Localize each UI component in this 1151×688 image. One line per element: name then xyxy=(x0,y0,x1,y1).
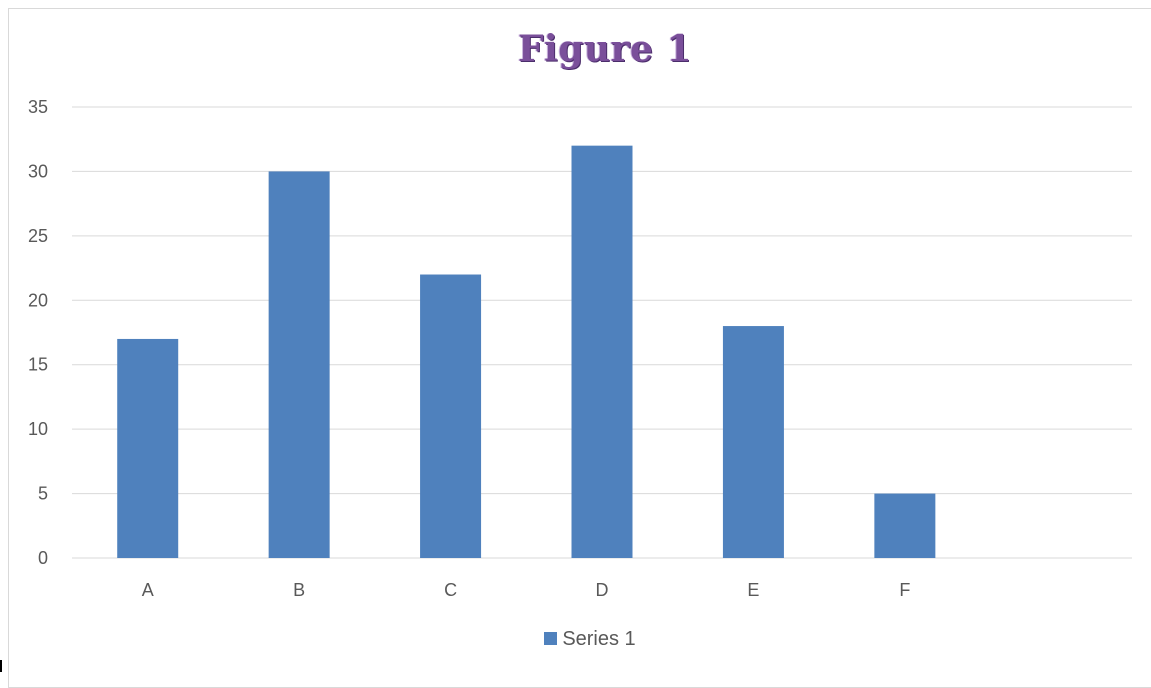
y-tick-label: 20 xyxy=(28,290,48,310)
bar-d xyxy=(571,145,633,558)
legend-swatch-series-1 xyxy=(544,632,558,645)
x-axis-tick-labels: A B C D E F xyxy=(142,580,911,600)
y-tick-label: 15 xyxy=(28,355,48,375)
bar-chart: 0 5 10 15 20 25 30 35 A B C D E F xyxy=(28,97,1132,600)
legend: Series 1 xyxy=(0,628,1151,651)
x-tick-label: D xyxy=(596,580,609,600)
x-tick-label: E xyxy=(747,580,759,600)
y-tick-label: 0 xyxy=(38,548,48,568)
y-tick-label: 10 xyxy=(28,419,48,439)
edge-mark xyxy=(0,660,2,672)
y-axis-tick-labels: 0 5 10 15 20 25 30 35 xyxy=(28,97,48,568)
x-tick-label: B xyxy=(293,580,305,600)
bar-b xyxy=(268,171,330,558)
bars xyxy=(117,145,936,558)
bar-f xyxy=(874,493,936,558)
x-tick-label: A xyxy=(142,580,154,600)
y-tick-label: 35 xyxy=(28,97,48,117)
x-tick-label: C xyxy=(444,580,457,600)
bar-e xyxy=(722,326,784,558)
legend-label-series-1: Series 1 xyxy=(562,628,636,650)
y-tick-label: 5 xyxy=(38,484,48,504)
chart-title: Figure 1 xyxy=(517,28,693,70)
y-tick-label: 25 xyxy=(28,226,48,246)
bar-c xyxy=(420,274,482,558)
y-tick-label: 30 xyxy=(28,161,48,181)
bar-a xyxy=(117,338,179,558)
x-tick-label: F xyxy=(899,580,910,600)
